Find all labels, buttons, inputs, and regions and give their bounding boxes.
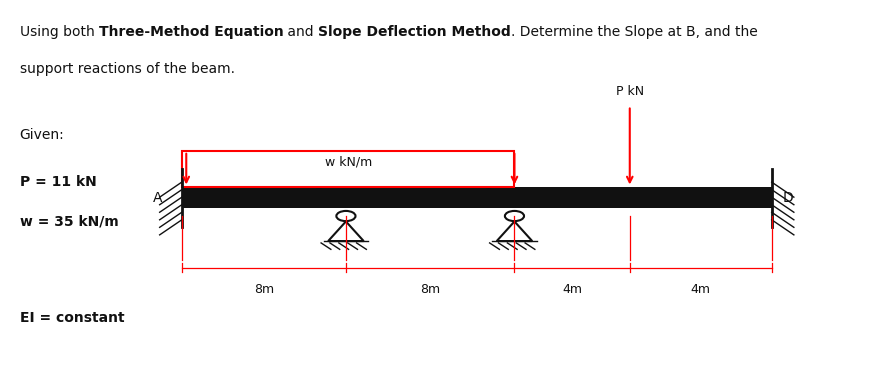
FancyBboxPatch shape (182, 187, 771, 208)
Text: and: and (283, 25, 318, 38)
Text: A: A (152, 191, 162, 205)
Text: D: D (781, 191, 792, 205)
Text: Given:: Given: (19, 128, 64, 142)
Text: Using both: Using both (19, 25, 98, 38)
Text: support reactions of the beam.: support reactions of the beam. (19, 62, 234, 76)
Text: Three-Method Equation: Three-Method Equation (98, 25, 283, 38)
Text: w = 35 kN/m: w = 35 kN/m (19, 215, 118, 229)
Text: C: C (482, 187, 492, 201)
Text: Slope Deflection Method: Slope Deflection Method (318, 25, 510, 38)
Text: P = 11 kN: P = 11 kN (19, 175, 97, 189)
Text: . Determine the Slope at B, and the: . Determine the Slope at B, and the (510, 25, 757, 38)
Text: B: B (314, 187, 323, 201)
Text: 4m: 4m (562, 283, 581, 296)
Text: 8m: 8m (253, 283, 274, 296)
Text: EI = constant: EI = constant (19, 311, 124, 325)
Text: 4m: 4m (690, 283, 710, 296)
Text: P kN: P kN (615, 85, 643, 98)
Text: w kN/m: w kN/m (324, 155, 371, 168)
Text: 8m: 8m (420, 283, 439, 296)
